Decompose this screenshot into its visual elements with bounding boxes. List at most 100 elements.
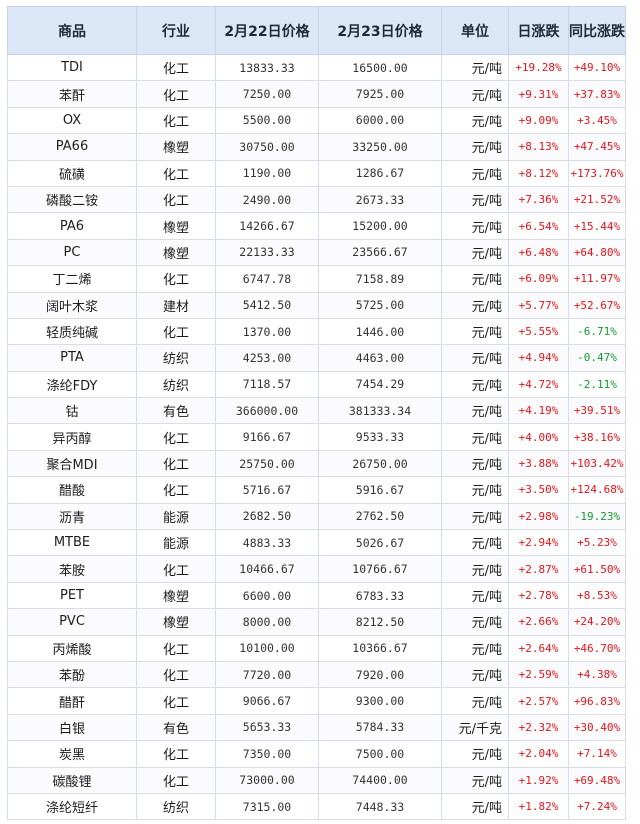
industry-cell: 化工	[136, 53, 216, 82]
price-feb22-cell: 8000.00	[215, 608, 319, 636]
table-row: TDI 化工 13833.33 16500.00 元/吨 +19.28% +49.10%	[7, 53, 626, 82]
yoy-change-cell: +39.51%	[568, 397, 626, 425]
table-row: 醋酐 化工 9066.67 9300.00 元/吨 +2.57% +96.83%	[7, 687, 626, 715]
price-feb23-cell: 7454.29	[318, 370, 442, 399]
unit-cell: 元/吨	[441, 53, 509, 82]
unit-cell: 元/吨	[441, 449, 509, 478]
commodity-name: 硫磺	[7, 159, 137, 187]
industry-cell: 有色	[136, 397, 216, 425]
price-feb23-cell: 4463.00	[318, 344, 442, 372]
price-feb23-cell: 9300.00	[318, 687, 442, 715]
yoy-change-cell: +61.50%	[568, 555, 626, 583]
commodity-name: 醋酐	[7, 687, 137, 715]
table-row: 丁二烯 化工 6747.78 7158.89 元/吨 +6.09% +11.97%	[7, 265, 626, 293]
industry-cell: 能源	[136, 529, 216, 557]
price-feb22-cell: 7118.57	[215, 370, 319, 399]
daily-change-cell: +4.00%	[508, 423, 569, 451]
commodity-name: PC	[7, 238, 137, 267]
price-feb22-cell: 4883.33	[215, 529, 319, 557]
price-feb23-cell: 74400.00	[318, 766, 442, 794]
table-row: 丙烯酸 化工 10100.00 10366.67 元/吨 +2.64% +46.70%	[7, 634, 626, 662]
header-daily-change: 日涨跌	[508, 6, 569, 55]
industry-cell: 橡塑	[136, 581, 216, 610]
unit-cell: 元/吨	[441, 608, 509, 636]
yoy-change-cell: +96.83%	[568, 687, 626, 715]
daily-change-cell: +8.12%	[508, 159, 569, 187]
unit-cell: 元/吨	[441, 238, 509, 267]
commodity-name: 磷酸二铵	[7, 185, 137, 214]
price-feb22-cell: 1190.00	[215, 159, 319, 187]
header-row: 商品 行业 2月22日价格 2月23日价格 单位 日涨跌 同比涨跌	[7, 6, 626, 55]
daily-change-cell: +2.57%	[508, 687, 569, 715]
table-row: PC 橡塑 22133.33 23566.67 元/吨 +6.48% +64.80%	[7, 238, 626, 267]
price-change-table: 商品 行业 2月22日价格 2月23日价格 单位 日涨跌 同比涨跌 TDI 化工 1…	[7, 6, 626, 821]
unit-cell: 元/吨	[441, 502, 509, 531]
price-feb23-cell: 1446.00	[318, 317, 442, 346]
unit-cell: 元/吨	[441, 529, 509, 557]
yoy-change-cell: +24.20%	[568, 608, 626, 636]
price-feb23-cell: 7158.89	[318, 265, 442, 293]
yoy-change-cell: +7.24%	[568, 792, 626, 821]
table-row: 钴有色 366000.00 381333.34 元/吨 +4.19% +39.51%	[7, 397, 626, 425]
yoy-change-cell: +7.14%	[568, 740, 626, 768]
table-row: PET 橡塑 6600.00 6783.33 元/吨 +2.78% +8.53%	[7, 581, 626, 610]
daily-change-cell: +6.09%	[508, 265, 569, 293]
unit-cell: 元/吨	[441, 370, 509, 399]
industry-cell: 化工	[136, 660, 216, 689]
industry-cell: 化工	[136, 106, 216, 135]
daily-change-cell: +2.32%	[508, 713, 569, 742]
table-row: 异丙醇 化工 9166.67 9533.33 元/吨 +4.00% +38.16%	[7, 423, 626, 451]
header-unit: 单位	[441, 6, 509, 55]
table-row: 磷酸二铵 化工 2490.00 2673.33 元/吨 +7.36% +21.52%	[7, 185, 626, 214]
yoy-change-cell: +173.76%	[568, 159, 626, 187]
unit-cell: 元/吨	[441, 159, 509, 187]
industry-cell: 化工	[136, 555, 216, 583]
table-row: PA66 橡塑 30750.00 33250.00 元/吨 +8.13% +47.45%	[7, 133, 626, 161]
price-feb23-cell: 6783.33	[318, 581, 442, 610]
table-row: 轻质纯碱 化工 1370.00 1446.00 元/吨 +5.55% -6.71%	[7, 317, 626, 346]
industry-cell: 橡塑	[136, 133, 216, 161]
price-feb23-cell: 5725.00	[318, 291, 442, 319]
commodity-name: 丁二烯	[7, 265, 137, 293]
price-feb22-cell: 5653.33	[215, 713, 319, 742]
table-row: 硫磺 化工 1190.00 1286.67 元/吨 +8.12% +173.76%	[7, 159, 626, 187]
yoy-change-cell: +21.52%	[568, 185, 626, 214]
unit-cell: 元/吨	[441, 766, 509, 794]
commodity-name: 白银	[7, 713, 137, 742]
unit-cell: 元/吨	[441, 80, 509, 108]
commodity-name: 苯胺	[7, 555, 137, 583]
commodity-name: 苯酚	[7, 660, 137, 689]
commodity-name: 聚合MDI	[7, 449, 137, 478]
table-header: 商品 行业 2月22日价格 2月23日价格 单位 日涨跌 同比涨跌	[7, 6, 626, 55]
daily-change-cell: +2.64%	[508, 634, 569, 662]
price-feb22-cell: 6747.78	[215, 265, 319, 293]
price-feb22-cell: 25750.00	[215, 449, 319, 478]
price-feb23-cell: 16500.00	[318, 53, 442, 82]
daily-change-cell: +2.87%	[508, 555, 569, 583]
table-row: 白银 有色 5653.33 5784.33 元/千克 +2.32% +30.40%	[7, 713, 626, 742]
industry-cell: 化工	[136, 317, 216, 346]
industry-cell: 化工	[136, 634, 216, 662]
industry-cell: 建材	[136, 291, 216, 319]
price-feb22-cell: 4253.00	[215, 344, 319, 372]
commodity-name: 异丙醇	[7, 423, 137, 451]
industry-cell: 纺织	[136, 792, 216, 821]
yoy-change-cell: +3.45%	[568, 106, 626, 135]
industry-cell: 能源	[136, 502, 216, 531]
price-feb22-cell: 366000.00	[215, 397, 319, 425]
price-feb23-cell: 8212.50	[318, 608, 442, 636]
unit-cell: 元/吨	[441, 687, 509, 715]
header-industry: 行业	[136, 6, 216, 55]
yoy-change-cell: -6.71%	[568, 317, 626, 346]
daily-change-cell: +2.04%	[508, 740, 569, 768]
price-feb22-cell: 14266.67	[215, 212, 319, 240]
industry-cell: 化工	[136, 476, 216, 504]
commodity-name: 轻质纯碱	[7, 317, 137, 346]
daily-change-cell: +4.94%	[508, 344, 569, 372]
daily-change-cell: +3.50%	[508, 476, 569, 504]
industry-cell: 橡塑	[136, 238, 216, 267]
header-price-feb23: 2月23日价格	[318, 6, 442, 55]
yoy-change-cell: +103.42%	[568, 449, 626, 478]
daily-change-cell: +9.31%	[508, 80, 569, 108]
unit-cell: 元/吨	[441, 423, 509, 451]
